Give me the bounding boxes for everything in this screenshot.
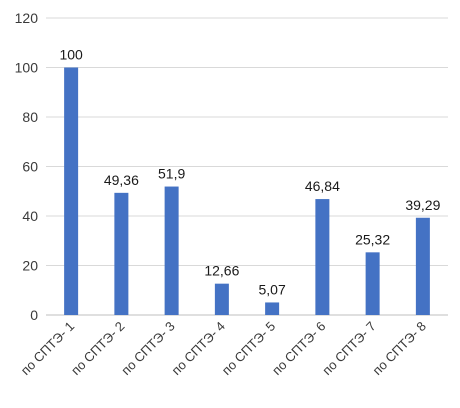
y-tick-label: 100 (15, 60, 39, 76)
x-axis-ticks: по СПТЭ- 1по СПТЭ- 2по СПТЭ- 3по СПТЭ- 4… (18, 319, 429, 378)
x-tick-label: по СПТЭ- 2 (68, 319, 127, 378)
bar (164, 186, 179, 315)
bar (64, 67, 79, 315)
y-tick-label: 40 (22, 208, 38, 224)
data-label: 51,9 (158, 166, 185, 182)
bars (64, 67, 430, 315)
data-label: 100 (59, 47, 83, 63)
y-tick-label: 0 (30, 307, 38, 323)
y-tick-label: 80 (22, 109, 38, 125)
bar (265, 302, 280, 315)
data-label: 5,07 (259, 281, 286, 297)
bar (114, 192, 129, 315)
data-label: 25,32 (355, 231, 390, 247)
bar (315, 199, 330, 315)
data-label: 49,36 (104, 172, 139, 188)
x-tick-label: по СПТЭ- 8 (370, 319, 429, 378)
x-tick-label: по СПТЭ- 6 (269, 319, 328, 378)
bar (365, 252, 380, 315)
y-axis-ticks: 0 20 40 60 80 100 120 (15, 10, 39, 323)
data-label: 12,66 (204, 263, 239, 279)
y-tick-label: 60 (22, 159, 38, 175)
grid (46, 17, 448, 316)
data-labels: 100 49,36 51,9 12,66 5,07 46,84 25,32 39,29 (59, 47, 440, 298)
x-tick-label: по СПТЭ- 7 (319, 319, 378, 378)
y-tick-label: 20 (22, 258, 38, 274)
data-label: 46,84 (305, 178, 340, 194)
x-tick-label: по СПТЭ- 5 (219, 319, 278, 378)
y-tick-label: 120 (15, 10, 39, 26)
data-label: 39,29 (405, 197, 440, 213)
x-tick-label: по СПТЭ- 3 (118, 319, 177, 378)
x-tick-label: по СПТЭ- 4 (169, 319, 228, 378)
x-tick-label: по СПТЭ- 1 (18, 319, 77, 378)
bar (214, 283, 229, 315)
bar (415, 217, 430, 315)
